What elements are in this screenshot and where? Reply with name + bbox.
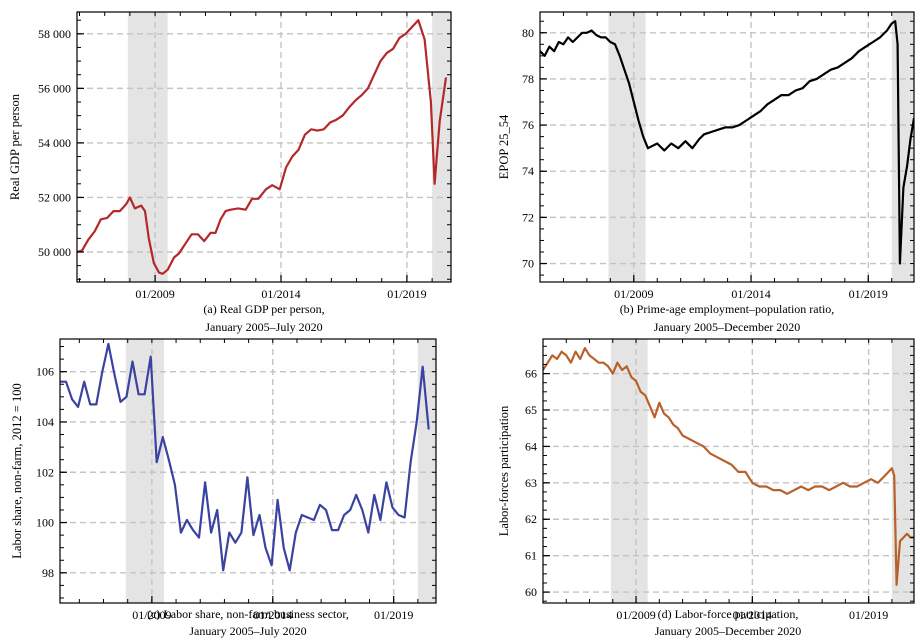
recession-band <box>125 339 164 603</box>
y-tick-label: 76 <box>522 118 534 132</box>
series-line <box>77 19 448 275</box>
x-tick-label: 01/2014 <box>731 287 770 301</box>
y-tick-label: 78 <box>522 72 534 86</box>
plot-frame <box>542 338 915 604</box>
recession-band <box>610 339 648 603</box>
plot-frame <box>59 338 437 604</box>
panel-b-ylabel: EPOP 25_54 <box>497 114 511 179</box>
panel-d-plot: 01/2009 01/2014 01/2019 60 61 62 63 64 65 66 <box>525 338 915 622</box>
y-tick-label: 60 <box>525 585 537 599</box>
y-tick-label: 54 000 <box>38 136 71 150</box>
panel-d-ylabel: Labor-forces participation <box>497 405 511 536</box>
panel-c-ylabel: Labor share, non-farm, 2012 = 100 <box>10 383 24 558</box>
panel-c-caption-line1: (c) Labor share, non-farm business secto… <box>147 607 349 621</box>
y-tick-label: 102 <box>36 465 54 479</box>
x-tick-label: 01/2019 <box>849 287 888 301</box>
y-tick-label: 98 <box>42 566 54 580</box>
y-tick-label: 74 <box>522 164 534 178</box>
x-tick-label: 01/2009 <box>614 287 653 301</box>
y-tick-label: 56 000 <box>38 81 71 95</box>
y-tick-label: 106 <box>36 365 54 379</box>
y-tick-label: 52 000 <box>38 190 71 204</box>
x-tick-label: 01/2019 <box>849 608 888 622</box>
x-tick-label: 01/2014 <box>733 608 772 622</box>
panel-a: 01/2009 01/2014 01/2019 50 000 52 000 54 000 5… <box>8 11 452 334</box>
x-tick-label: 01/2019 <box>387 287 426 301</box>
panel-d-caption-line2: January 2005–December 2020 <box>655 624 802 638</box>
panel-d-caption-line1: (d) Labor-force participation, <box>658 607 799 621</box>
x-tick-label: 01/2019 <box>374 608 413 622</box>
plot-frame <box>539 11 915 283</box>
panel-c-caption-line2: January 2005–July 2020 <box>189 624 306 638</box>
y-tick-label: 80 <box>522 26 534 40</box>
recession-band <box>417 339 436 603</box>
y-tick-label: 65 <box>525 403 537 417</box>
y-tick-label: 66 <box>525 367 537 381</box>
series-line <box>543 347 914 586</box>
panel-a-ylabel: Real GDP per person <box>8 93 22 200</box>
panel-a-caption-line1: (a) Real GDP per person, <box>203 302 324 316</box>
y-tick-label: 70 <box>522 257 534 271</box>
series-line <box>540 20 914 265</box>
panel-c: 01/2009 01/2014 01/2019 98 100 102 104 106 Labo… <box>10 338 437 638</box>
x-tick-label: 01/2014 <box>253 608 292 622</box>
y-tick-label: 50 000 <box>38 245 71 259</box>
panel-b-caption-line1: (b) Prime-age employment–population rati… <box>620 302 835 316</box>
panel-b-plot: 01/2009 01/2014 01/2019 70 72 74 76 78 80 <box>522 11 915 301</box>
panel-d: 01/2009 01/2014 01/2019 60 61 62 63 64 65 66 Labo… <box>497 338 915 638</box>
y-tick-label: 61 <box>525 549 537 563</box>
x-tick-label: 01/2009 <box>616 608 655 622</box>
panel-a-plot: 01/2009 01/2014 01/2019 50 000 52 000 54 000 5… <box>38 11 452 301</box>
recession-band <box>608 12 646 282</box>
series-line <box>60 342 430 572</box>
panel-c-plot: 01/2009 01/2014 01/2019 98 100 102 104 106 <box>36 338 437 622</box>
panel-a-caption-line2: January 2005–July 2020 <box>205 320 322 334</box>
x-tick-label: 01/2014 <box>261 287 300 301</box>
recession-band <box>891 339 914 603</box>
y-tick-label: 63 <box>525 476 537 490</box>
y-tick-label: 104 <box>36 415 54 429</box>
y-tick-label: 64 <box>525 439 537 453</box>
recession-band <box>891 12 914 282</box>
panel-b-caption-line2: January 2005–December 2020 <box>654 320 801 334</box>
plot-frame <box>76 11 452 283</box>
x-tick-label: 01/2009 <box>132 608 171 622</box>
y-tick-label: 58 000 <box>38 27 71 41</box>
y-tick-label: 100 <box>36 516 54 530</box>
y-tick-label: 62 <box>525 512 537 526</box>
panel-b: 01/2009 01/2014 01/2019 70 72 74 76 78 80 EPOP 2… <box>497 11 915 334</box>
y-tick-label: 72 <box>522 210 534 224</box>
x-tick-label: 01/2009 <box>135 287 174 301</box>
recession-band <box>432 12 451 282</box>
recession-band <box>127 12 168 282</box>
